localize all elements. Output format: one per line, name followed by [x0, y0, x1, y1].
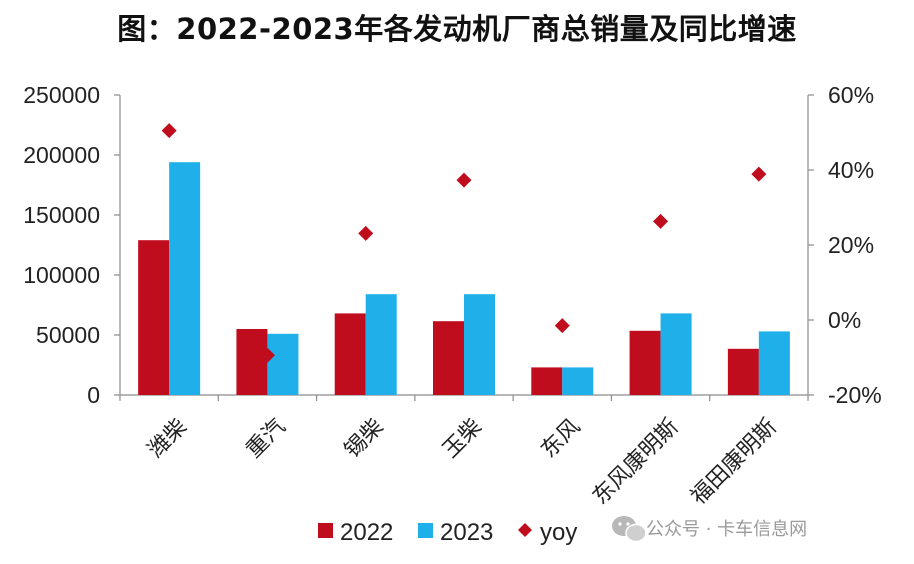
legend-swatch-yoy — [518, 523, 532, 537]
legend-swatch-2023 — [418, 523, 433, 538]
right-tick-label: 60% — [828, 82, 874, 108]
yoy-marker — [259, 347, 275, 363]
yoy-marker — [456, 172, 472, 188]
watermark: 公众号 · 卡车信息网 — [612, 516, 807, 543]
bar-2023 — [758, 331, 790, 395]
left-tick-label: 0 — [87, 382, 100, 408]
bars — [138, 162, 790, 395]
bar-2023 — [267, 333, 299, 395]
yoy-marker — [358, 225, 374, 241]
bar-2022 — [433, 321, 464, 395]
yoy-marker — [653, 213, 669, 229]
category-label: 玉柴 — [438, 414, 487, 463]
legend-swatch-2022 — [318, 523, 333, 538]
wechat-icon — [612, 516, 647, 543]
category-label: 福田康明斯 — [686, 414, 781, 509]
bar-2022 — [138, 240, 170, 395]
yoy-marker — [751, 166, 767, 182]
left-tick-label: 50000 — [36, 322, 100, 348]
category-label: 锡柴 — [340, 414, 389, 463]
bar-2022 — [629, 330, 661, 395]
bar-2022 — [236, 329, 268, 395]
watermark-text: 公众号 · 卡车信息网 — [646, 519, 807, 540]
left-tick-label: 100000 — [23, 262, 100, 288]
right-tick-label: 40% — [828, 157, 874, 183]
legend-label-2023: 2023 — [440, 519, 493, 546]
chart-title: 图：2022-2023年各发动机厂商总销量及同比增速 — [117, 12, 797, 46]
right-tick-label: -20% — [828, 382, 882, 408]
bar-2023 — [464, 294, 495, 395]
yoy-marker — [161, 123, 177, 139]
category-label: 潍柴 — [143, 414, 192, 463]
yoy-marker — [554, 318, 570, 334]
bar-2022 — [727, 348, 759, 395]
category-label: 东风 — [536, 414, 585, 463]
bar-2023 — [365, 294, 397, 395]
bar-2023 — [169, 162, 201, 395]
left-tick-label: 250000 — [23, 82, 100, 108]
bar-2022 — [531, 367, 563, 395]
bar-2023 — [660, 313, 692, 395]
category-labels: 潍柴 重汽 锡柴 玉柴 东风 东风康明斯 福田康明斯 — [143, 414, 782, 509]
right-tick-label: 0% — [828, 307, 861, 333]
bar-2023 — [562, 367, 594, 395]
legend: 2022 2023 yoy — [318, 519, 577, 546]
yoy-markers — [161, 123, 767, 363]
left-tick-label: 200000 — [23, 142, 100, 168]
right-tick-label: 20% — [828, 232, 874, 258]
category-label: 东风康明斯 — [588, 414, 683, 509]
left-tick-label: 150000 — [23, 202, 100, 228]
legend-label-yoy: yoy — [540, 519, 577, 546]
right-axis-ticks: -20% 0% 20% 40% 60% — [808, 82, 882, 408]
bar-2022 — [334, 313, 366, 395]
category-label: 重汽 — [242, 414, 291, 463]
left-axis-ticks: 0 50000 100000 150000 200000 250000 — [23, 82, 120, 408]
legend-label-2022: 2022 — [340, 519, 393, 546]
